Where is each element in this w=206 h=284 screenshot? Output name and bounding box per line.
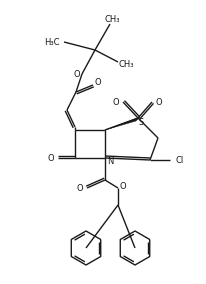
Text: S: S (138, 118, 143, 126)
Text: O: O (73, 70, 80, 78)
Text: H₃C: H₃C (44, 37, 60, 47)
Text: O: O (94, 78, 101, 87)
Text: CH₃: CH₃ (104, 14, 119, 24)
Text: O: O (155, 97, 162, 106)
Text: CH₃: CH₃ (118, 60, 133, 68)
Text: O: O (112, 97, 119, 106)
Text: O: O (76, 183, 83, 193)
Text: Cl: Cl (175, 156, 183, 164)
Text: O: O (119, 181, 126, 191)
Polygon shape (104, 117, 139, 130)
Text: N: N (106, 156, 113, 166)
Text: O: O (47, 153, 54, 162)
